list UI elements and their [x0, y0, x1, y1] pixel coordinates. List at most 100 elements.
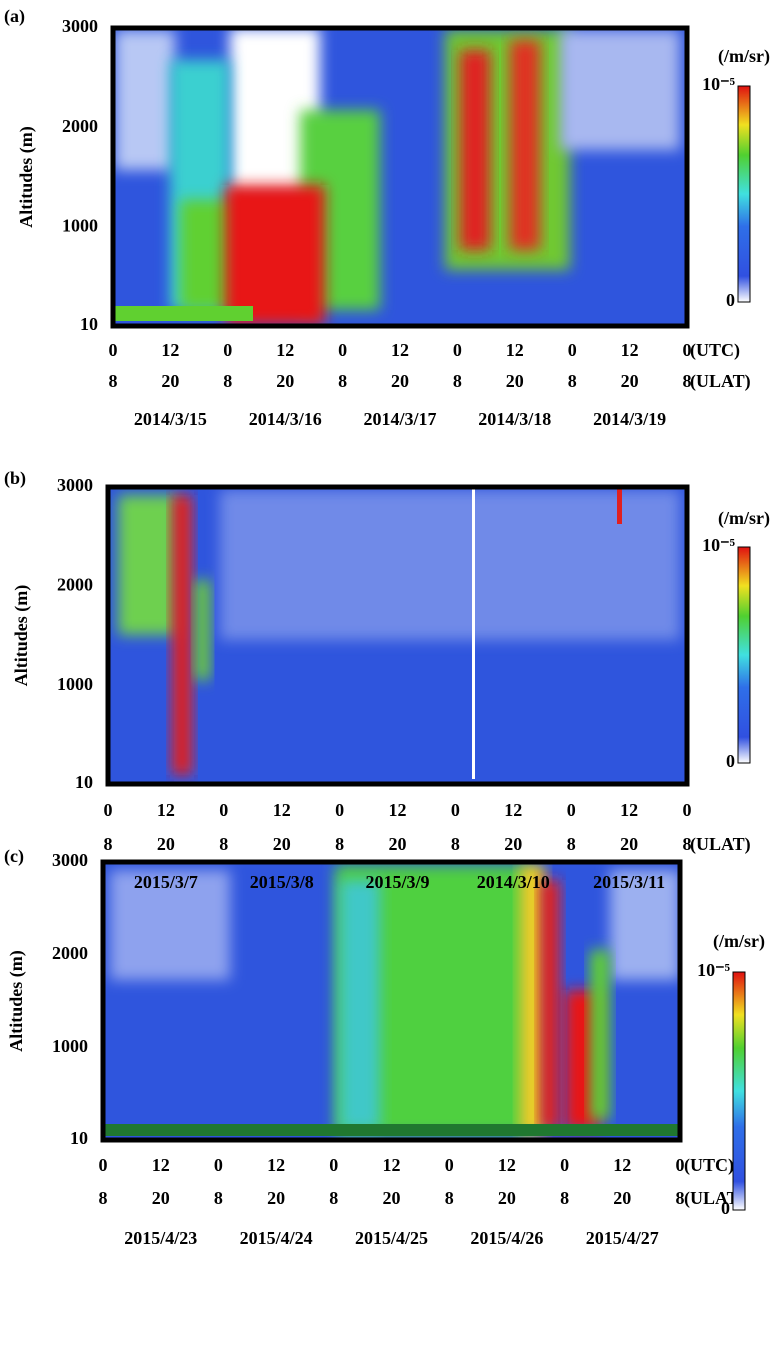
y-tick-label: 2000 — [52, 943, 88, 963]
x-tick-label-utc: 12 — [620, 800, 638, 820]
x-tick-label-utc: 12 — [391, 340, 409, 360]
colorbar-tick-label: 0 — [721, 1198, 730, 1218]
x-unit-ulat: (ULAT) — [684, 1188, 745, 1209]
x-tick-label-ulat: 8 — [214, 1188, 223, 1208]
x-tick-label-ulat: 8 — [335, 834, 344, 854]
x-unit-utc: (UTC) — [690, 340, 740, 361]
x-tick-label-ulat: 8 — [219, 834, 228, 854]
x-tick-label-utc: 0 — [683, 340, 692, 360]
x-tick-label-utc: 0 — [453, 340, 462, 360]
x-tick-label-ulat: 20 — [276, 371, 294, 391]
x-tick-label-ulat: 8 — [338, 371, 347, 391]
colorbar — [737, 85, 751, 303]
colorbar-unit: (/m/sr) — [713, 931, 765, 952]
x-tick-label-ulat: 8 — [109, 371, 118, 391]
x-tick-label-utc: 0 — [99, 1155, 108, 1175]
plot-frame — [105, 484, 690, 787]
x-tick-label-utc: 12 — [273, 800, 291, 820]
x-tick-label-utc: 12 — [506, 340, 524, 360]
y-tick-label: 1000 — [52, 1036, 88, 1056]
date-label: 2014/3/19 — [593, 409, 666, 429]
plot-frame — [110, 25, 690, 329]
date-label: 2015/4/23 — [124, 1228, 197, 1248]
x-tick-label-utc: 0 — [338, 340, 347, 360]
x-tick-label-utc: 12 — [498, 1155, 516, 1175]
date-label: 2015/3/8 — [250, 872, 314, 892]
date-label: 2015/4/26 — [470, 1228, 543, 1248]
x-unit-ulat: (ULAT) — [690, 371, 751, 392]
x-tick-label-utc: 12 — [389, 800, 407, 820]
x-tick-label-utc: 0 — [567, 800, 576, 820]
colorbar-tick-label: 10⁻⁵ — [702, 535, 736, 555]
x-tick-label-utc: 0 — [445, 1155, 454, 1175]
x-tick-label-ulat: 20 — [389, 834, 407, 854]
x-tick-label-ulat: 8 — [104, 834, 113, 854]
x-tick-label-ulat: 20 — [621, 371, 639, 391]
y-tick-label: 1000 — [57, 674, 93, 694]
y-tick-label: 2000 — [57, 574, 93, 594]
x-tick-label-utc: 0 — [219, 800, 228, 820]
x-tick-label-utc: 0 — [104, 800, 113, 820]
x-tick-label-ulat: 20 — [161, 371, 179, 391]
x-tick-label-utc: 12 — [613, 1155, 631, 1175]
panel-label: (b) — [4, 468, 26, 489]
x-tick-label-utc: 0 — [329, 1155, 338, 1175]
x-tick-label-ulat: 8 — [560, 1188, 569, 1208]
panel-label: (a) — [4, 6, 25, 27]
date-label: 2014/3/16 — [249, 409, 322, 429]
colorbar-tick-label: 0 — [726, 290, 735, 310]
y-tick-label: 1000 — [62, 215, 98, 235]
x-tick-label-utc: 0 — [568, 340, 577, 360]
date-label: 2014/3/15 — [134, 409, 207, 429]
x-tick-label-ulat: 20 — [620, 834, 638, 854]
x-tick-label-ulat: 20 — [157, 834, 175, 854]
x-tick-label-ulat: 8 — [676, 1188, 685, 1208]
colorbar-tick-label: 0 — [726, 751, 735, 771]
x-tick-label-ulat: 8 — [451, 834, 460, 854]
x-tick-label-utc: 12 — [621, 340, 639, 360]
x-tick-label-ulat: 20 — [152, 1188, 170, 1208]
x-tick-label-ulat: 8 — [683, 371, 692, 391]
x-tick-label-ulat: 8 — [223, 371, 232, 391]
x-tick-label-ulat: 8 — [568, 371, 577, 391]
x-unit-utc: (UTC) — [684, 1155, 734, 1176]
heatmap-a — [113, 28, 687, 326]
x-tick-label-utc: 12 — [504, 800, 522, 820]
y-tick-label: 3000 — [57, 475, 93, 495]
x-tick-label-utc: 0 — [683, 800, 692, 820]
date-label: 2015/4/24 — [240, 1228, 313, 1248]
y-axis-label: Altitudes (m) — [6, 950, 27, 1052]
x-tick-label-ulat: 20 — [504, 834, 522, 854]
x-tick-label-ulat: 8 — [453, 371, 462, 391]
x-tick-label-ulat: 20 — [391, 371, 409, 391]
y-tick-label: 10 — [80, 314, 98, 334]
x-tick-label-utc: 0 — [676, 1155, 685, 1175]
y-axis-label: Altitudes (m) — [11, 585, 32, 687]
colorbar — [732, 971, 746, 1211]
colorbar-tick-label: 10⁻⁵ — [697, 960, 731, 980]
x-tick-label-ulat: 8 — [329, 1188, 338, 1208]
date-label: 2015/4/27 — [586, 1228, 659, 1248]
y-tick-label: 3000 — [52, 850, 88, 870]
y-tick-label: 3000 — [62, 16, 98, 36]
x-tick-label-ulat: 8 — [445, 1188, 454, 1208]
y-tick-label: 10 — [75, 772, 93, 792]
x-tick-label-ulat: 20 — [498, 1188, 516, 1208]
colorbar — [737, 546, 751, 764]
plot-frame — [100, 859, 683, 1143]
x-tick-label-ulat: 8 — [99, 1188, 108, 1208]
x-tick-label-utc: 0 — [214, 1155, 223, 1175]
x-tick-label-ulat: 8 — [567, 834, 576, 854]
date-label: 2014/3/10 — [477, 872, 550, 892]
x-tick-label-utc: 0 — [109, 340, 118, 360]
x-tick-label-ulat: 20 — [613, 1188, 631, 1208]
y-tick-label: 10 — [70, 1128, 88, 1148]
x-tick-label-utc: 12 — [161, 340, 179, 360]
y-tick-label: 2000 — [62, 116, 98, 136]
x-tick-label-utc: 0 — [335, 800, 344, 820]
x-tick-label-ulat: 20 — [383, 1188, 401, 1208]
x-tick-label-ulat: 8 — [683, 834, 692, 854]
x-unit-ulat: (ULAT) — [690, 834, 751, 855]
